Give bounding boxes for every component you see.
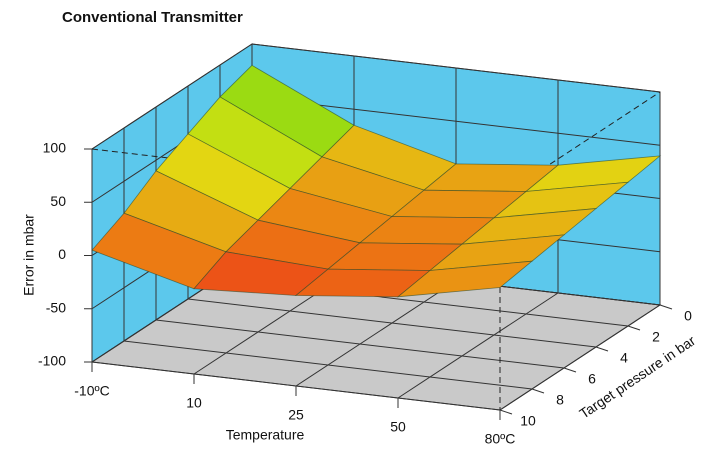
plot: -100 -50 0 50 100 -10ºC 10 25 50 80ºC 0 2 4 6 8 10: [38, 43, 692, 447]
y-tick-label: 6: [588, 371, 596, 387]
grid-line: [91, 43, 253, 150]
grid-line: [295, 280, 457, 387]
z-tick-label: -100: [38, 353, 66, 369]
grid-line: [397, 292, 559, 399]
z-tick-label: 0: [58, 246, 66, 262]
z-tick-label: 50: [50, 193, 66, 209]
y-tick-label: 0: [684, 308, 692, 324]
z-axis-label: Error in mbar: [21, 214, 37, 296]
x-tick-label: 50: [390, 419, 406, 435]
tick-mark: [531, 388, 545, 394]
z-tick-label: -50: [46, 299, 66, 315]
x-tick-label: 10: [186, 395, 202, 411]
y-tick-label: 8: [556, 392, 564, 408]
x-axis-label: Temperature: [226, 427, 305, 443]
tick-mark: [563, 367, 577, 373]
y-tick-label: 4: [620, 350, 628, 366]
grid-line: [499, 304, 661, 411]
y-tick-label: 10: [520, 413, 536, 429]
y-tick-label: 2: [652, 329, 660, 345]
tick-mark: [499, 409, 513, 415]
z-tick-label: 100: [43, 140, 67, 156]
tick-mark: [659, 304, 673, 310]
tick-mark: [595, 346, 609, 352]
x-tick-label: 25: [288, 407, 304, 423]
surface-cell: [396, 260, 534, 298]
tick-mark: [627, 325, 641, 331]
x-tick-label: 80ºC: [485, 431, 516, 447]
chart-title: Conventional Transmitter: [62, 9, 243, 26]
x-tick-label: -10ºC: [74, 383, 109, 399]
